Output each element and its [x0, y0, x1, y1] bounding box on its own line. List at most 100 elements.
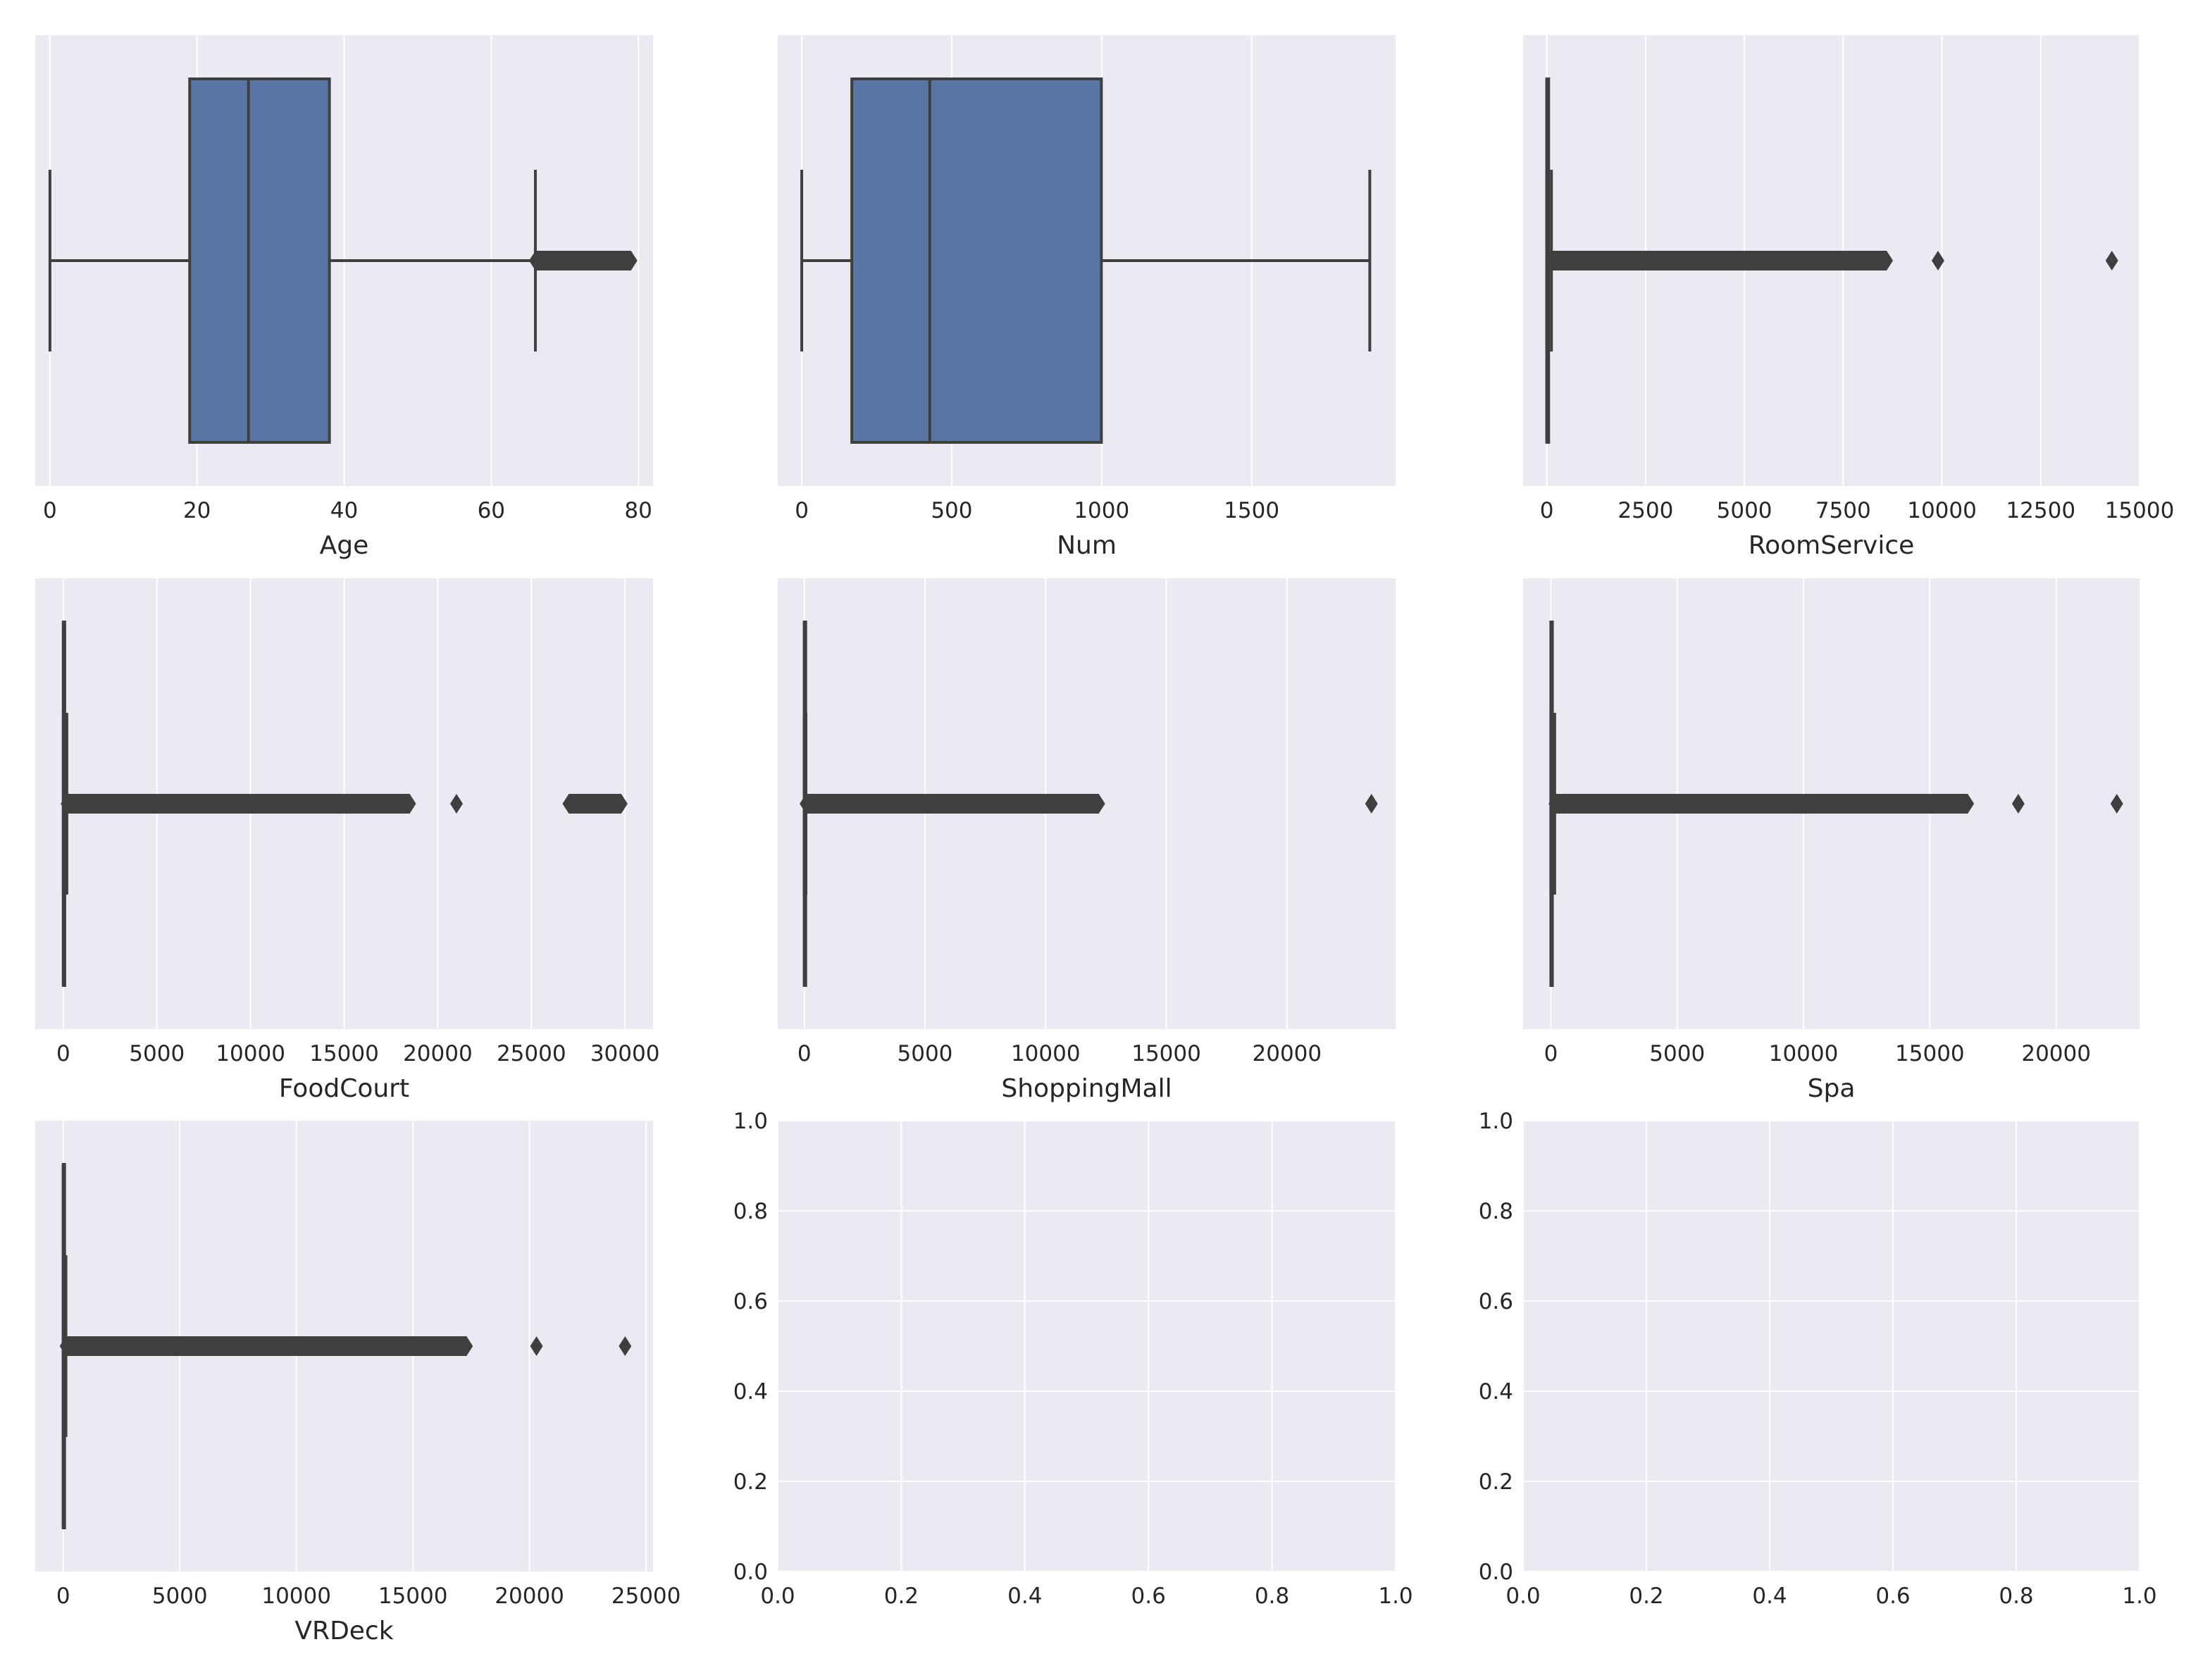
subplot-empty-1: 0.0 0.2 0.4 0.6 0.8 1.0 0.0 0.2 0.4 0.6 0.8 1.0 — [733, 1109, 1413, 1609]
outlier-point — [1605, 794, 1618, 814]
outlier-point — [1651, 251, 1664, 270]
outlier-point — [1690, 251, 1703, 270]
outlier-band — [305, 1336, 320, 1356]
outlier-band — [1641, 251, 1658, 270]
outlier-point — [1699, 251, 1712, 270]
x-tick-label: 5000 — [1717, 498, 1772, 523]
outlier-point — [566, 251, 579, 270]
outlier-band — [359, 1336, 402, 1356]
y-tick-label: 0.8 — [733, 1199, 768, 1224]
outlier-point — [1773, 251, 1787, 270]
outlier-point — [281, 794, 294, 814]
outlier-band — [1788, 794, 1804, 814]
outlier-point — [1781, 251, 1794, 270]
outlier-point — [1923, 794, 1937, 814]
x-tick-label: 0 — [795, 498, 809, 523]
outlier-point — [263, 794, 276, 814]
outlier-point — [150, 1336, 163, 1356]
outlier-point — [967, 794, 980, 814]
outlier-point — [1682, 251, 1696, 270]
outlier-point — [1765, 251, 1779, 270]
outlier-point — [261, 1336, 275, 1356]
outlier-point — [933, 794, 946, 814]
outlier-point — [543, 251, 557, 270]
x-tick-label: 12500 — [2006, 498, 2075, 523]
outlier-point — [1767, 794, 1780, 814]
outlier-point — [1667, 251, 1680, 270]
outlier-point — [1706, 794, 1719, 814]
outlier-point — [1017, 794, 1031, 814]
outlier-point — [131, 1336, 144, 1356]
x-tick-label: 0.0 — [1505, 1583, 1540, 1609]
outlier-point — [588, 251, 601, 270]
x-axis-label: Num — [1057, 531, 1117, 560]
outlier-point — [1837, 251, 1850, 270]
x-tick-label: 5000 — [152, 1583, 208, 1609]
x-tick-label: 20000 — [403, 1041, 473, 1066]
outlier-point — [1873, 794, 1886, 814]
outlier-point — [1736, 794, 1749, 814]
outlier-point — [94, 794, 108, 814]
y-tick-label: 0.2 — [733, 1469, 768, 1495]
outlier-point — [309, 794, 323, 814]
outlier-band — [1742, 794, 1758, 814]
outlier-point — [1365, 794, 1378, 814]
outlier-point — [1625, 794, 1639, 814]
x-tick-label: 0 — [797, 1041, 812, 1066]
y-tick-label: 0.4 — [1479, 1379, 1513, 1405]
outlier-point — [1961, 794, 1975, 814]
y-tick-label: 1.0 — [733, 1109, 768, 1134]
outlier-point — [113, 1336, 126, 1356]
outlier-point — [1758, 251, 1771, 270]
outlier-band — [66, 1336, 82, 1356]
outlier-point — [318, 794, 332, 814]
x-tick-label: 0.6 — [1131, 1583, 1166, 1609]
x-tick-label: 15000 — [2105, 498, 2175, 523]
x-tick-label: 5000 — [129, 1041, 185, 1066]
outlier-point — [955, 794, 968, 814]
outlier-point — [617, 251, 631, 270]
outlier-point — [366, 794, 379, 814]
outlier-point — [1793, 251, 1806, 270]
outlier-point — [384, 794, 397, 814]
y-tick-label: 0.2 — [1479, 1469, 1513, 1495]
x-tick-label: 1500 — [1224, 498, 1279, 523]
x-axis-label: RoomService — [1749, 531, 1915, 560]
outlier-point — [299, 1336, 312, 1356]
outlier-point — [1665, 794, 1679, 814]
outlier-point — [1584, 794, 1598, 814]
y-tick-label: 1.0 — [1479, 1109, 1513, 1134]
outlier-point — [619, 1336, 632, 1356]
outlier-point — [271, 1336, 285, 1356]
x-tick-label: 0.6 — [1875, 1583, 1910, 1609]
outlier-band — [1843, 251, 1859, 270]
subplot-foodcourt: 0 5000 10000 15000 20000 25000 30000 FoodCourt — [35, 578, 659, 1103]
outlier-point — [291, 794, 304, 814]
outlier-point — [1048, 794, 1062, 814]
outlier-point — [1895, 794, 1908, 814]
outlier-point — [394, 794, 407, 814]
outlier-point — [986, 794, 999, 814]
outlier-point — [1782, 794, 1795, 814]
outlier-band — [1712, 794, 1728, 814]
x-tick-label: 7500 — [1815, 498, 1871, 523]
outlier-point — [169, 794, 182, 814]
x-tick-label: 25000 — [611, 1583, 681, 1609]
subplot-empty-2: 0.0 0.2 0.4 0.6 0.8 1.0 0.0 0.2 0.4 0.6 0.8 1.0 — [1479, 1109, 2157, 1609]
outlier-point — [356, 794, 370, 814]
outlier-point — [846, 794, 859, 814]
outlier-point — [225, 794, 239, 814]
iqr-box — [188, 77, 331, 444]
outlier-point — [375, 794, 388, 814]
outlier-point — [1936, 794, 1949, 814]
outlier-point — [353, 1336, 366, 1356]
outlier-point — [1809, 794, 1823, 814]
outlier-point — [197, 794, 211, 814]
x-tick-label: 500 — [931, 498, 972, 523]
outlier-point — [528, 251, 542, 270]
outlier-point — [1847, 794, 1861, 814]
outlier-point — [150, 794, 163, 814]
outlier-band — [1773, 794, 1789, 814]
y-tick-label: 0.8 — [1479, 1199, 1513, 1224]
y-tick-label: 0.6 — [1479, 1289, 1513, 1314]
